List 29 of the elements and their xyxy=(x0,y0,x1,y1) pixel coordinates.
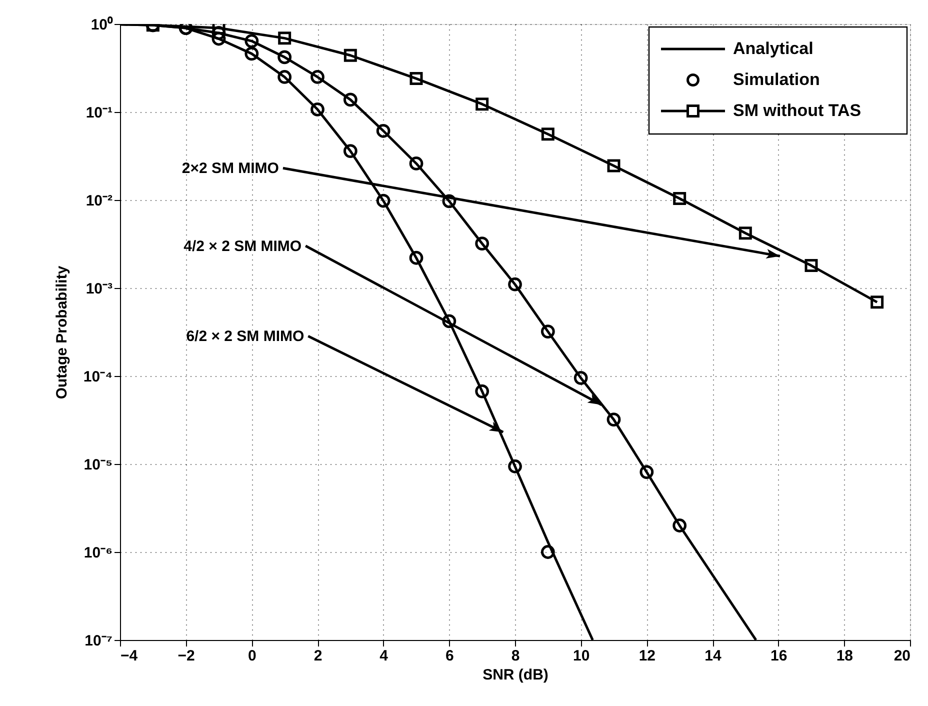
y-tick-label: 10⁻⁴ xyxy=(83,368,112,386)
x-tick-label: 6 xyxy=(445,648,454,664)
x-tick-label: 2 xyxy=(314,648,322,664)
annotation: 4/2 × 2 SM MIMO xyxy=(184,238,302,255)
y-tick-label: 10⁻⁷ xyxy=(84,632,112,650)
y-tick-label: 10⁰ xyxy=(90,16,114,34)
x-tick-label: 10 xyxy=(572,648,590,664)
annotation: 2×2 SM MIMO xyxy=(182,160,280,178)
x-tick-label: 12 xyxy=(638,648,656,664)
x-tick-label: 4 xyxy=(380,648,389,664)
annotation: 6/2 × 2 SM MIMO xyxy=(186,328,304,346)
x-tick-label: 20 xyxy=(894,648,910,664)
y-tick-label: 10⁻² xyxy=(86,192,112,210)
x-tick-label: 0 xyxy=(248,648,256,664)
x-tick-label: −4 xyxy=(120,648,138,664)
x-tick-label: −2 xyxy=(178,648,195,664)
y-tick-label: 10⁻¹ xyxy=(86,104,112,122)
x-tick-label: 18 xyxy=(836,648,854,664)
legend-label: Analytical xyxy=(733,39,814,58)
x-tick-label: 14 xyxy=(704,648,722,664)
x-tick-label: 8 xyxy=(511,648,520,664)
y-axis-title: Outage Probability xyxy=(53,265,70,400)
y-tick-label: 10⁻³ xyxy=(86,280,112,298)
y-tick-label: 10⁻⁵ xyxy=(84,456,112,474)
x-axis-title: SNR (dB) xyxy=(482,666,548,684)
x-tick-label: 16 xyxy=(770,648,788,664)
legend-label: Simulation xyxy=(733,70,820,89)
legend-label: SM without TAS xyxy=(733,101,862,120)
y-tick-label: 10⁻⁶ xyxy=(84,544,112,562)
